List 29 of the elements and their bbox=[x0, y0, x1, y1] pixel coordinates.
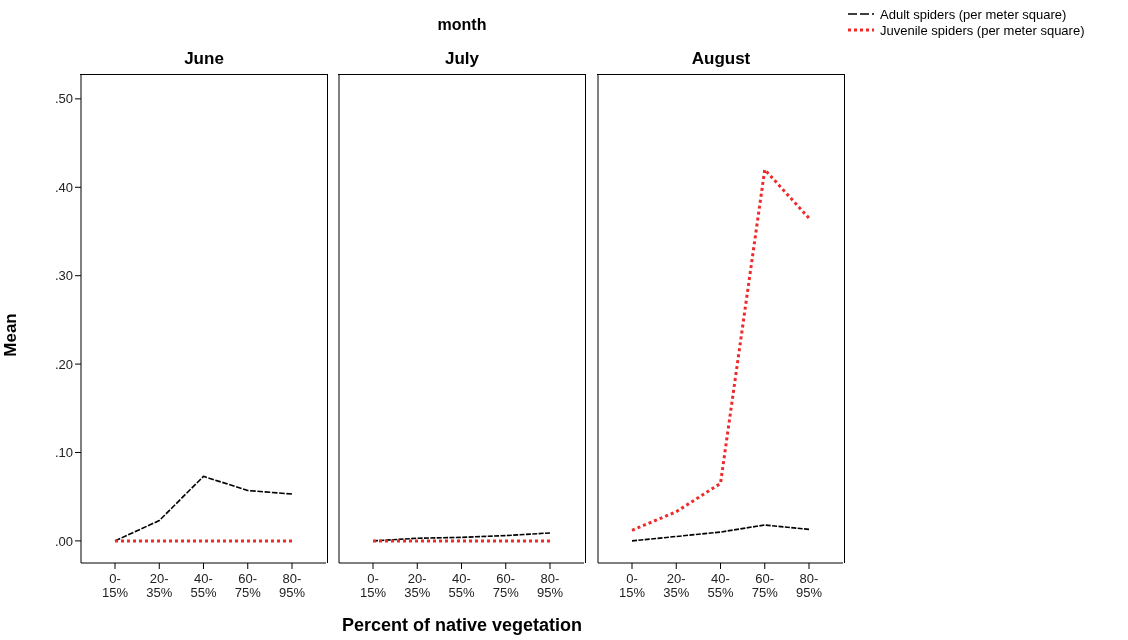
x-tick-label: 0-15% bbox=[359, 571, 387, 600]
x-tick-label: 20-35% bbox=[404, 571, 431, 600]
x-tick-label: 80-95% bbox=[536, 571, 564, 600]
y-tick-label: .50 bbox=[54, 91, 73, 107]
x-tick-label: 80-95% bbox=[795, 571, 823, 600]
legend-label: Juvenile spiders (per meter square) bbox=[880, 23, 1085, 38]
y-tick-label: .30 bbox=[54, 268, 73, 284]
x-tick-label: 60-75% bbox=[234, 571, 262, 600]
text: month bbox=[436, 16, 488, 34]
chart-title: July bbox=[444, 49, 480, 69]
x-tick-label: 60-75% bbox=[492, 571, 520, 600]
x-tick-label: 20-35% bbox=[663, 571, 690, 600]
chart-title: June bbox=[183, 49, 225, 69]
y-tick-label: .40 bbox=[54, 179, 73, 195]
y-axis-title: Mean bbox=[1, 312, 21, 359]
x-tick-label: 40-55% bbox=[448, 571, 475, 600]
x-tick-label: 40-55% bbox=[707, 571, 734, 600]
x-tick-label: 40-55% bbox=[190, 571, 217, 600]
x-tick-label: 80-95% bbox=[278, 571, 306, 600]
y-tick-label: .10 bbox=[54, 445, 73, 461]
chart-title: August bbox=[690, 49, 752, 69]
x-tick-label: 20-35% bbox=[146, 571, 173, 600]
y-tick-label: .20 bbox=[54, 356, 73, 372]
legend-label: Adult spiders (per meter square) bbox=[880, 7, 1067, 22]
x-tick-label: 60-75% bbox=[751, 571, 779, 600]
x-axis-title: Percent of native vegetation bbox=[340, 615, 584, 636]
x-tick-label: 0-15% bbox=[618, 571, 646, 600]
y-tick-label: .00 bbox=[54, 533, 73, 549]
x-tick-label: 0-15% bbox=[101, 571, 129, 600]
